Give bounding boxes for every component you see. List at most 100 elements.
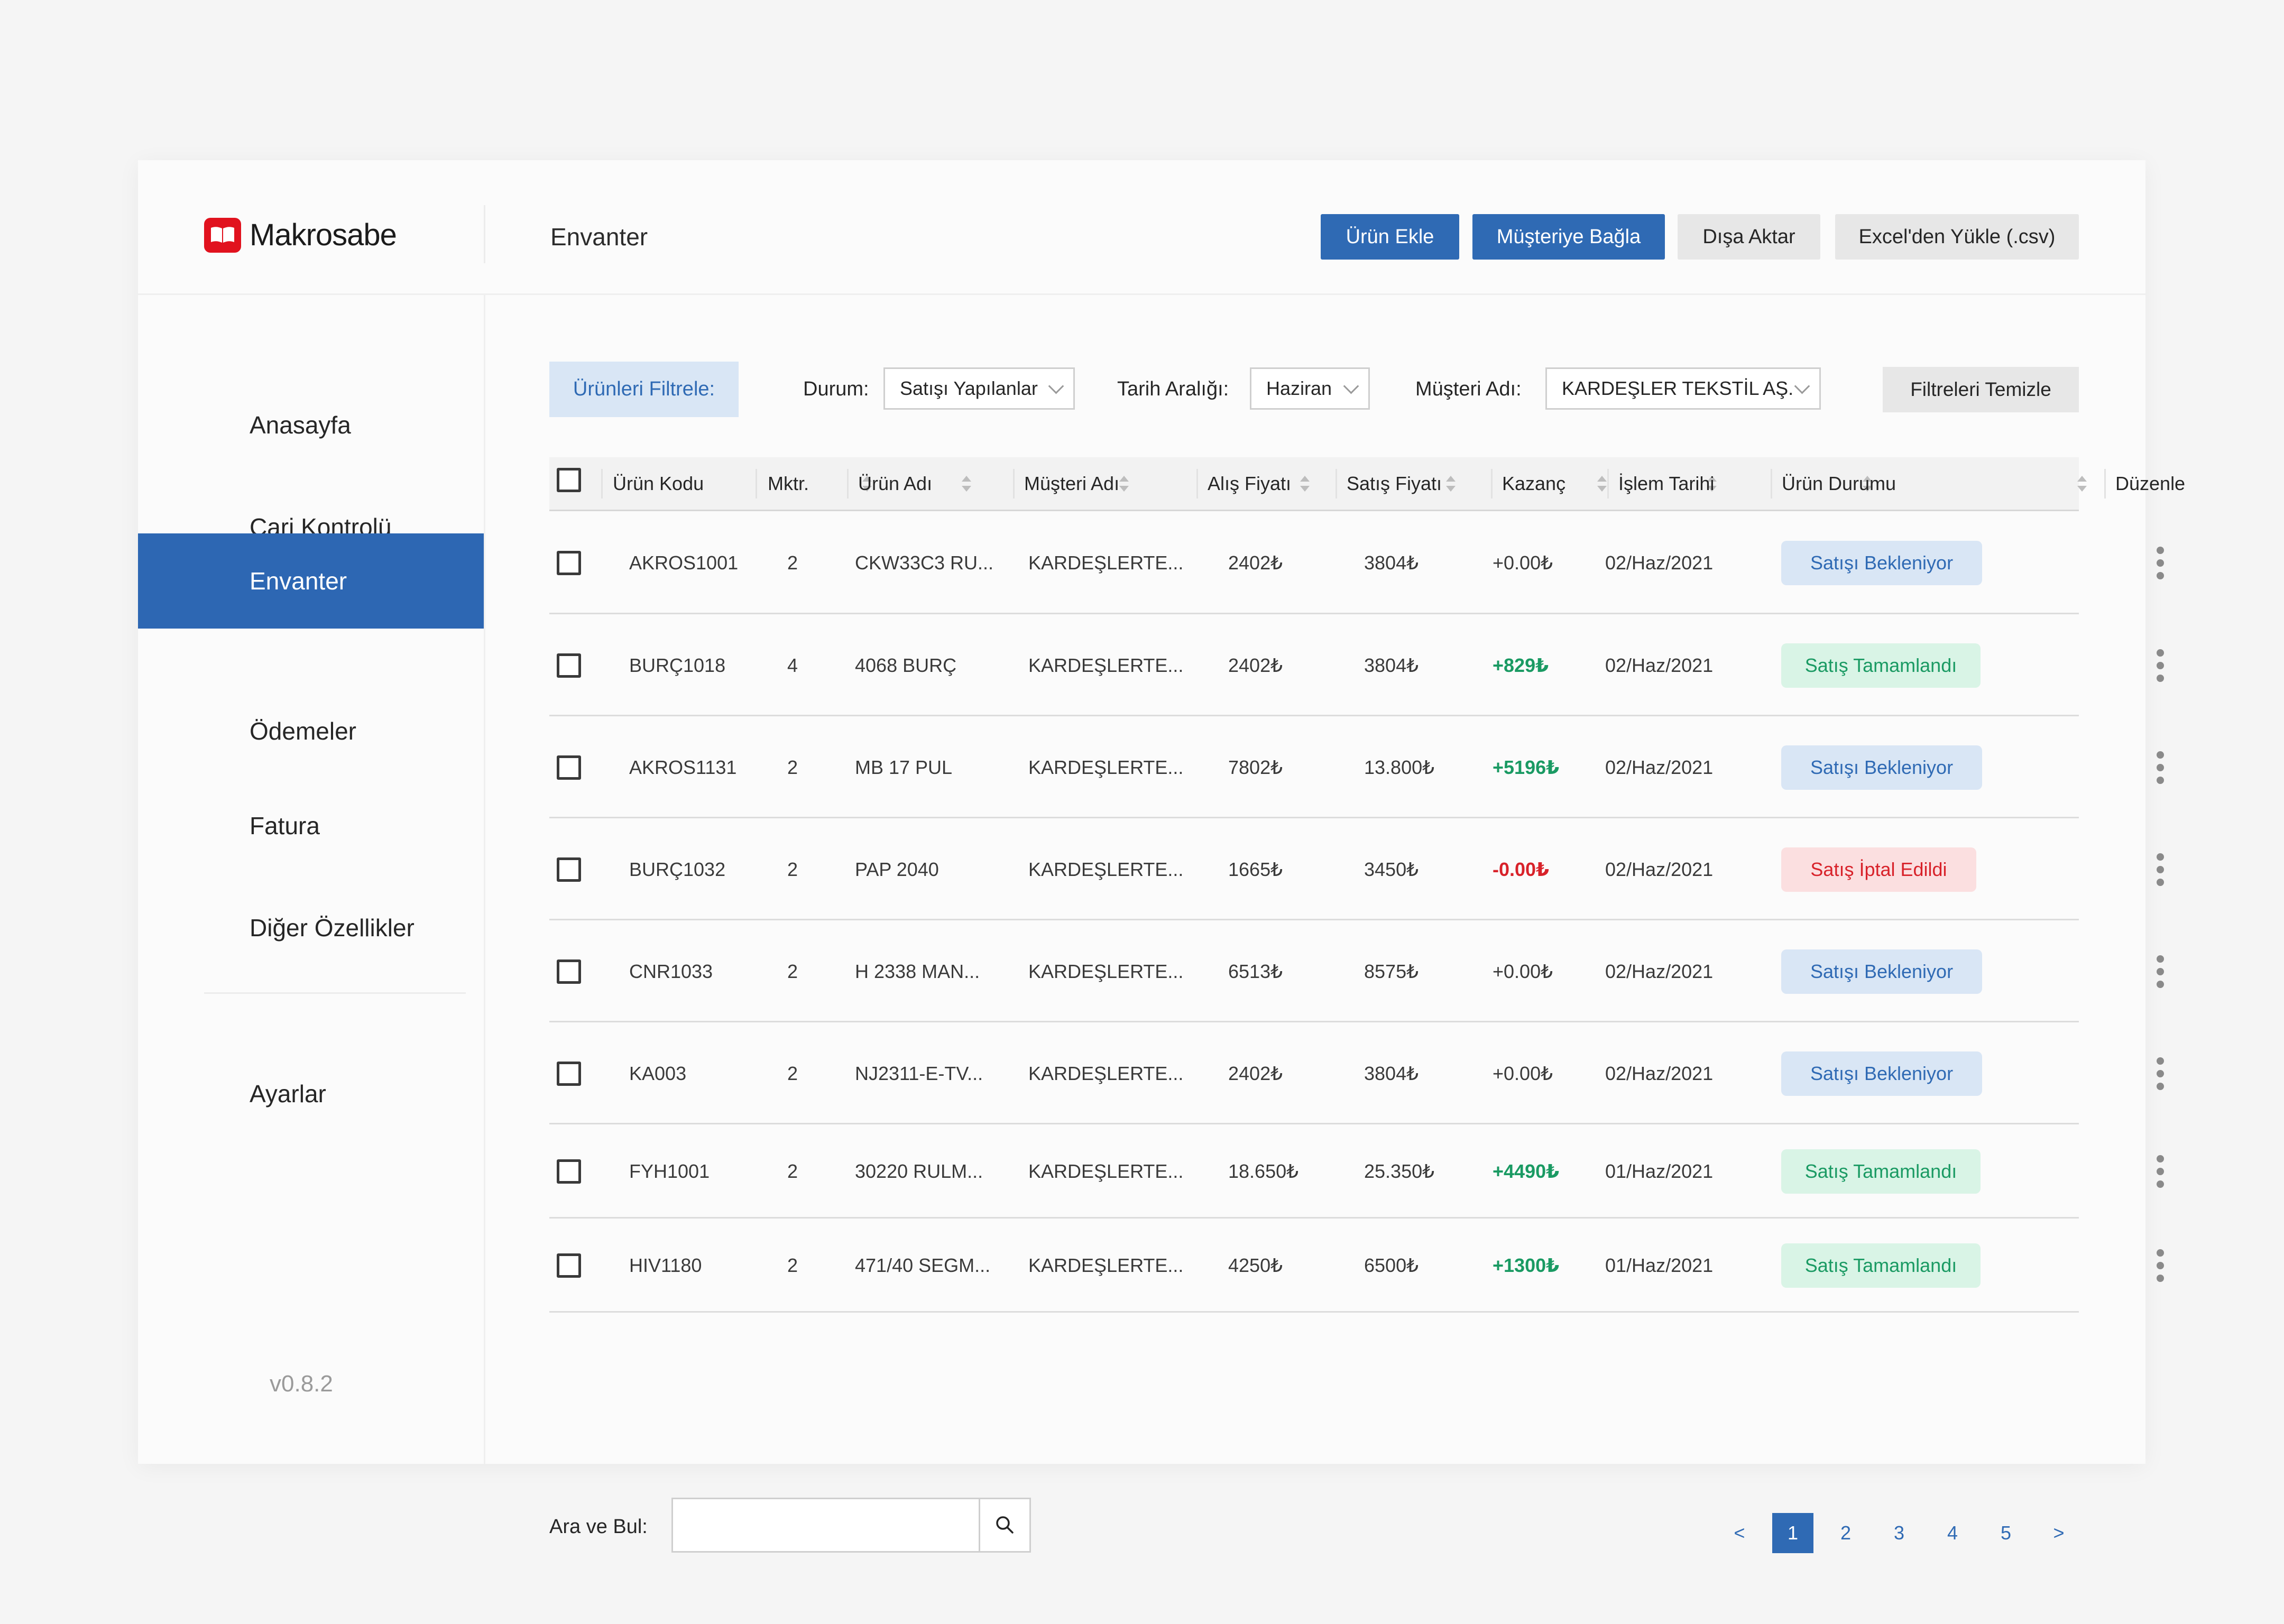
sidebar-item-anasayfa[interactable]: Anasayfa [250, 411, 351, 439]
status-badge: Satış Tamamlandı [1781, 1149, 1981, 1194]
sort-icon[interactable] [2077, 476, 2087, 492]
more-vertical-icon[interactable] [2157, 853, 2164, 891]
cell-alis-fiyati: 7802₺ [1228, 756, 1283, 778]
column-divider [847, 469, 849, 499]
select-all-checkbox[interactable] [557, 468, 581, 492]
sort-icon[interactable] [1863, 476, 1872, 492]
cell-kazanc: -0.00₺ [1493, 858, 1550, 880]
table-row[interactable]: HIV1180 2 471/40 SEGM... KARDEŞLERTE... 4250… [549, 1219, 2164, 1313]
row-checkbox[interactable] [557, 1253, 581, 1278]
header-divider [484, 205, 485, 263]
row-checkbox[interactable] [557, 857, 581, 882]
column-divider [1336, 469, 1337, 499]
cell-musteri-adi: KARDEŞLERTE... [1028, 1160, 1184, 1182]
pagination-page-4[interactable]: 4 [1947, 1522, 1958, 1544]
sort-icon[interactable] [1300, 476, 1310, 492]
more-vertical-icon[interactable] [2157, 649, 2164, 687]
more-vertical-icon[interactable] [2157, 751, 2164, 789]
cell-kazanc: +0.00₺ [1493, 551, 1553, 574]
row-checkbox[interactable] [557, 1159, 581, 1184]
sidebar-separator [484, 295, 485, 1464]
sidebar-item-ayarlar[interactable]: Ayarlar [250, 1080, 326, 1108]
table-row[interactable]: CNR1033 2 H 2338 MAN... KARDEŞLERTE... 6513₺… [549, 920, 2164, 1022]
column-header-urun-durumu[interactable]: Ürün Durumu [1782, 473, 1896, 494]
column-header-musteri-adi[interactable]: Müşteri Adı [1024, 473, 1120, 494]
sidebar-item-fatura[interactable]: Fatura [250, 812, 320, 839]
table-row[interactable]: FYH1001 2 30220 RULM... KARDEŞLERTE... 18.65… [549, 1124, 2164, 1219]
sort-icon[interactable] [1597, 476, 1607, 492]
cell-musteri-adi: KARDEŞLERTE... [1028, 654, 1184, 676]
pagination-page-5[interactable]: 5 [2000, 1522, 2012, 1544]
more-vertical-icon[interactable] [2157, 1057, 2164, 1095]
cell-satis-fiyati: 3804₺ [1364, 1062, 1419, 1084]
column-divider [2104, 469, 2106, 499]
table-row[interactable]: AKROS1001 2 CKW33C3 RU... KARDEŞLERTE... 240… [549, 511, 2164, 614]
status-filter-select[interactable]: Satışı Yapılanlar [883, 367, 1075, 410]
cell-alis-fiyati: 2402₺ [1228, 551, 1283, 574]
cell-miktar: 2 [787, 960, 798, 982]
customer-filter-value: KARDEŞLER TEKSTİL AŞ. [1562, 377, 1794, 399]
filter-title: Ürünleri Filtrele: [549, 362, 739, 417]
column-header-alis-fiyati[interactable]: Alış Fiyatı [1208, 473, 1292, 494]
column-header-islem-tarihi[interactable]: İşlem Tarihi [1618, 473, 1715, 494]
column-header-satis-fiyati[interactable]: Satış Fiyatı [1347, 473, 1442, 494]
row-checkbox[interactable] [557, 550, 581, 575]
cell-alis-fiyati: 4250₺ [1228, 1254, 1283, 1276]
row-checkbox[interactable] [557, 1061, 581, 1086]
more-vertical-icon[interactable] [2157, 546, 2164, 585]
brand-name: Makrosabe [250, 218, 397, 252]
cell-urun-kodu: BURÇ1018 [629, 654, 726, 676]
sort-icon[interactable] [962, 476, 971, 492]
sidebar-item-envanter[interactable]: Envanter [138, 533, 484, 629]
search-button[interactable] [979, 1498, 1031, 1553]
cell-islem-tarihi: 02/Haz/2021 [1605, 756, 1714, 778]
sidebar-item-diger-ozellikler[interactable]: Diğer Özellikler [250, 914, 415, 942]
pagination-page-3[interactable]: 3 [1893, 1522, 1905, 1544]
pagination-page-2[interactable]: 2 [1840, 1522, 1852, 1544]
export-button[interactable]: Dışa Aktar [1678, 214, 1820, 260]
cell-alis-fiyati: 18.650₺ [1228, 1160, 1299, 1182]
date-filter-label: Tarih Aralığı: [1117, 378, 1229, 400]
date-filter-select[interactable]: Haziran [1250, 367, 1370, 410]
search-label: Ara ve Bul: [549, 1516, 648, 1538]
status-badge: Satışı Bekleniyor [1781, 949, 1982, 994]
more-vertical-icon[interactable] [2157, 1155, 2164, 1193]
column-divider [1607, 469, 1609, 499]
sort-icon[interactable] [1446, 476, 1456, 492]
table-row[interactable]: KA003 2 NJ2311-E-TV... KARDEŞLERTE... 2402₺ 3… [549, 1022, 2164, 1124]
search-input[interactable] [671, 1498, 979, 1553]
column-header-urun-adi[interactable]: Ürün Adı [858, 473, 933, 494]
sort-icon[interactable] [862, 476, 872, 492]
pagination-page-1[interactable]: 1 [1772, 1513, 1813, 1553]
column-header-miktar[interactable]: Mktr. [768, 473, 809, 494]
sort-icon[interactable] [1119, 476, 1129, 492]
cell-musteri-adi: KARDEŞLERTE... [1028, 960, 1184, 982]
cell-islem-tarihi: 02/Haz/2021 [1605, 551, 1714, 574]
link-customer-button[interactable]: Müşteriye Bağla [1472, 214, 1665, 260]
row-checkbox[interactable] [557, 959, 581, 984]
cell-islem-tarihi: 02/Haz/2021 [1605, 960, 1714, 982]
pagination-prev-button[interactable]: < [1734, 1522, 1745, 1544]
more-vertical-icon[interactable] [2157, 1249, 2164, 1287]
row-checkbox[interactable] [557, 653, 581, 678]
sidebar-item-odemeler[interactable]: Ödemeler [250, 717, 356, 745]
customer-filter-select[interactable]: KARDEŞLER TEKSTİL AŞ. [1545, 367, 1821, 410]
more-vertical-icon[interactable] [2157, 955, 2164, 993]
column-divider [1013, 469, 1015, 499]
status-filter-value: Satışı Yapılanlar [900, 377, 1038, 399]
clear-filters-button[interactable]: Filtreleri Temizle [1883, 367, 2079, 412]
table-row[interactable]: BURÇ1018 4 4068 BURÇ KARDEŞLERTE... 2402₺ 380… [549, 614, 2164, 716]
table-row[interactable]: BURÇ1032 2 PAP 2040 KARDEŞLERTE... 1665₺ 3450… [549, 818, 2164, 920]
pagination-next-button[interactable]: > [2053, 1522, 2065, 1544]
row-checkbox[interactable] [557, 755, 581, 780]
column-header-kazanc[interactable]: Kazanç [1502, 473, 1566, 494]
import-excel-button[interactable]: Excel'den Yükle (.csv) [1835, 214, 2079, 260]
add-product-button[interactable]: Ürün Ekle [1321, 214, 1459, 260]
cell-islem-tarihi: 01/Haz/2021 [1605, 1254, 1714, 1276]
cell-islem-tarihi: 02/Haz/2021 [1605, 858, 1714, 880]
status-badge: Satış İptal Edildi [1781, 847, 1976, 892]
sort-icon[interactable] [1707, 476, 1717, 492]
column-header-urun-kodu[interactable]: Ürün Kodu [613, 473, 704, 494]
cell-alis-fiyati: 1665₺ [1228, 858, 1283, 880]
table-row[interactable]: AKROS1131 2 MB 17 PUL KARDEŞLERTE... 7802₺ 13… [549, 716, 2164, 818]
